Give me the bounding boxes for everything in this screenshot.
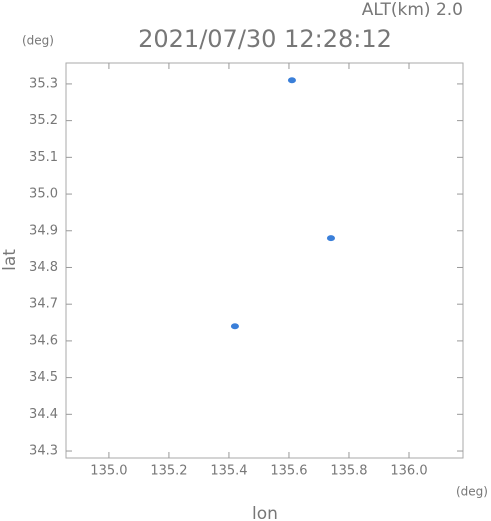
y-tick-label: 35.0 [29,187,58,202]
y-tick-label: 35.3 [29,76,58,91]
x-axis-label: lon [252,504,278,521]
x-tick-label: 136.0 [390,464,427,479]
y-unit: (deg) [22,34,54,48]
chart-title: 2021/07/30 12:28:12 [138,25,392,53]
y-tick-label: 34.3 [29,444,58,459]
y-tick-label: 34.8 [29,260,58,275]
echo-blob [326,235,335,242]
x-tick-label: 135.8 [330,464,367,479]
y-tick-label: 34.4 [29,407,58,422]
x-tick-label: 135.2 [150,464,187,479]
y-tick-label: 34.7 [29,297,58,312]
y-tick-label: 34.5 [29,370,58,385]
y-tick-label: 34.6 [29,333,58,348]
subtitle: ALT(km) 2.0 [362,0,463,20]
y-tick-label: 35.1 [29,150,58,165]
y-tick-label: 34.9 [29,223,58,238]
plot-frame [65,62,464,459]
echo-blob [230,323,239,330]
x-tick-label: 135.0 [90,464,127,479]
y-tick-label: 35.2 [29,113,58,128]
x-unit: (deg) [456,485,488,499]
x-tick-label: 135.4 [210,464,247,479]
x-tick-label: 135.6 [270,464,307,479]
echo-blob [287,77,296,84]
y-axis-label: lat [0,249,20,271]
